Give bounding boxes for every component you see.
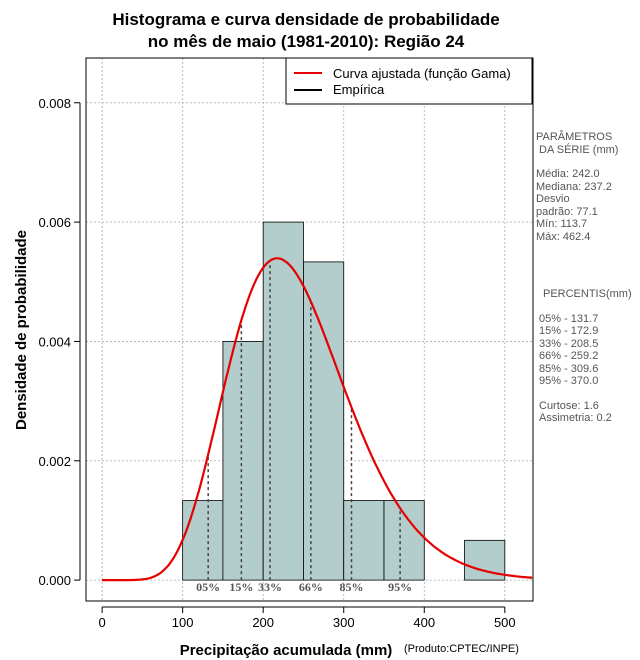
gamma-fit-curve: [102, 257, 533, 582]
y-axis-label: Densidade de probabilidade: [13, 230, 30, 430]
percentile-label-0: 05%: [196, 580, 220, 594]
x-tick-label-2: 200: [252, 615, 274, 630]
stat-p85: 85% - 309.6: [539, 362, 599, 375]
histogram-bar-0: [182, 500, 224, 581]
stat-mediana: Mediana: 237.2: [536, 180, 612, 193]
stats-panel: PARÂMETROS DA SÉRIE (mm) Média: 242.0 Me…: [536, 131, 640, 425]
stat-media: Média: 242.0: [536, 168, 600, 180]
stat-assimetria: Assimetria: 0.2: [539, 412, 612, 424]
chart-title-line2: no mês de maio (1981-2010): Região 24: [148, 32, 465, 51]
percentile-label-4: 85%: [339, 580, 363, 594]
stat-desvio-label: Desvio: [536, 193, 570, 205]
x-tick-label-5: 500: [494, 615, 516, 630]
x-axis-label: Precipitação acumulada (mm): [180, 642, 393, 659]
x-tick-label-1: 100: [172, 615, 194, 630]
x-tick-label-0: 0: [98, 615, 105, 630]
histogram-bar-1: [222, 341, 264, 581]
axes: 0 100 200 300 400 500 0.000 0.002 0.004 0.006 0.00…: [38, 96, 515, 630]
percentile-label-3: 66%: [299, 580, 323, 594]
params-subheading: DA SÉRIE (mm): [539, 143, 619, 156]
stat-p05: 05% - 131.7: [539, 312, 599, 325]
stat-max: Máx: 462.4: [536, 230, 591, 243]
y-tick-label-4: 0.008: [38, 96, 71, 111]
percentile-label-1: 15%: [229, 580, 253, 594]
stat-p33: 33% - 208.5: [539, 337, 599, 350]
histogram-bars: [182, 221, 506, 581]
histogram-bar-3: [303, 261, 345, 581]
y-tick-label-2: 0.004: [38, 334, 71, 349]
y-tick-label-0: 0.000: [38, 573, 71, 588]
legend: Curva ajustada (função Gama) Empírica: [285, 57, 533, 105]
x-tick-label-4: 400: [413, 615, 435, 630]
x-tick-label-3: 300: [333, 615, 355, 630]
percentile-label-2: 33%: [258, 580, 282, 594]
stat-p66: 66% - 259.2: [539, 350, 599, 362]
params-heading: PARÂMETROS: [536, 131, 613, 143]
stat-curtose: Curtose: 1.6: [539, 399, 599, 412]
stat-p95: 95% - 370.0: [539, 375, 599, 387]
stat-min: Mín: 113.7: [536, 218, 588, 230]
legend-empirical-label: Empírica: [333, 82, 385, 97]
y-tick-label-1: 0.002: [38, 454, 71, 469]
stat-p15: 15% - 172.9: [539, 325, 599, 337]
product-credit: (Produto:CPTEC/INPE): [404, 643, 519, 655]
percentile-markers: 05% 15% 33% 66% 85% 95%: [196, 260, 412, 594]
legend-box: [285, 57, 533, 105]
percentile-label-5: 95%: [388, 580, 412, 594]
y-tick-label-3: 0.006: [38, 215, 71, 230]
histogram-bar-2: [262, 221, 304, 581]
stat-desvio-value: padrão: 77.1: [536, 205, 598, 218]
chart-title-line1: Histograma e curva densidade de probabil…: [112, 10, 499, 29]
percentis-heading: PERCENTIS(mm): [543, 288, 632, 300]
legend-fit-label: Curva ajustada (função Gama): [333, 66, 511, 81]
gamma-curve-layer: [102, 257, 533, 582]
histogram-bar-4: [343, 500, 385, 581]
